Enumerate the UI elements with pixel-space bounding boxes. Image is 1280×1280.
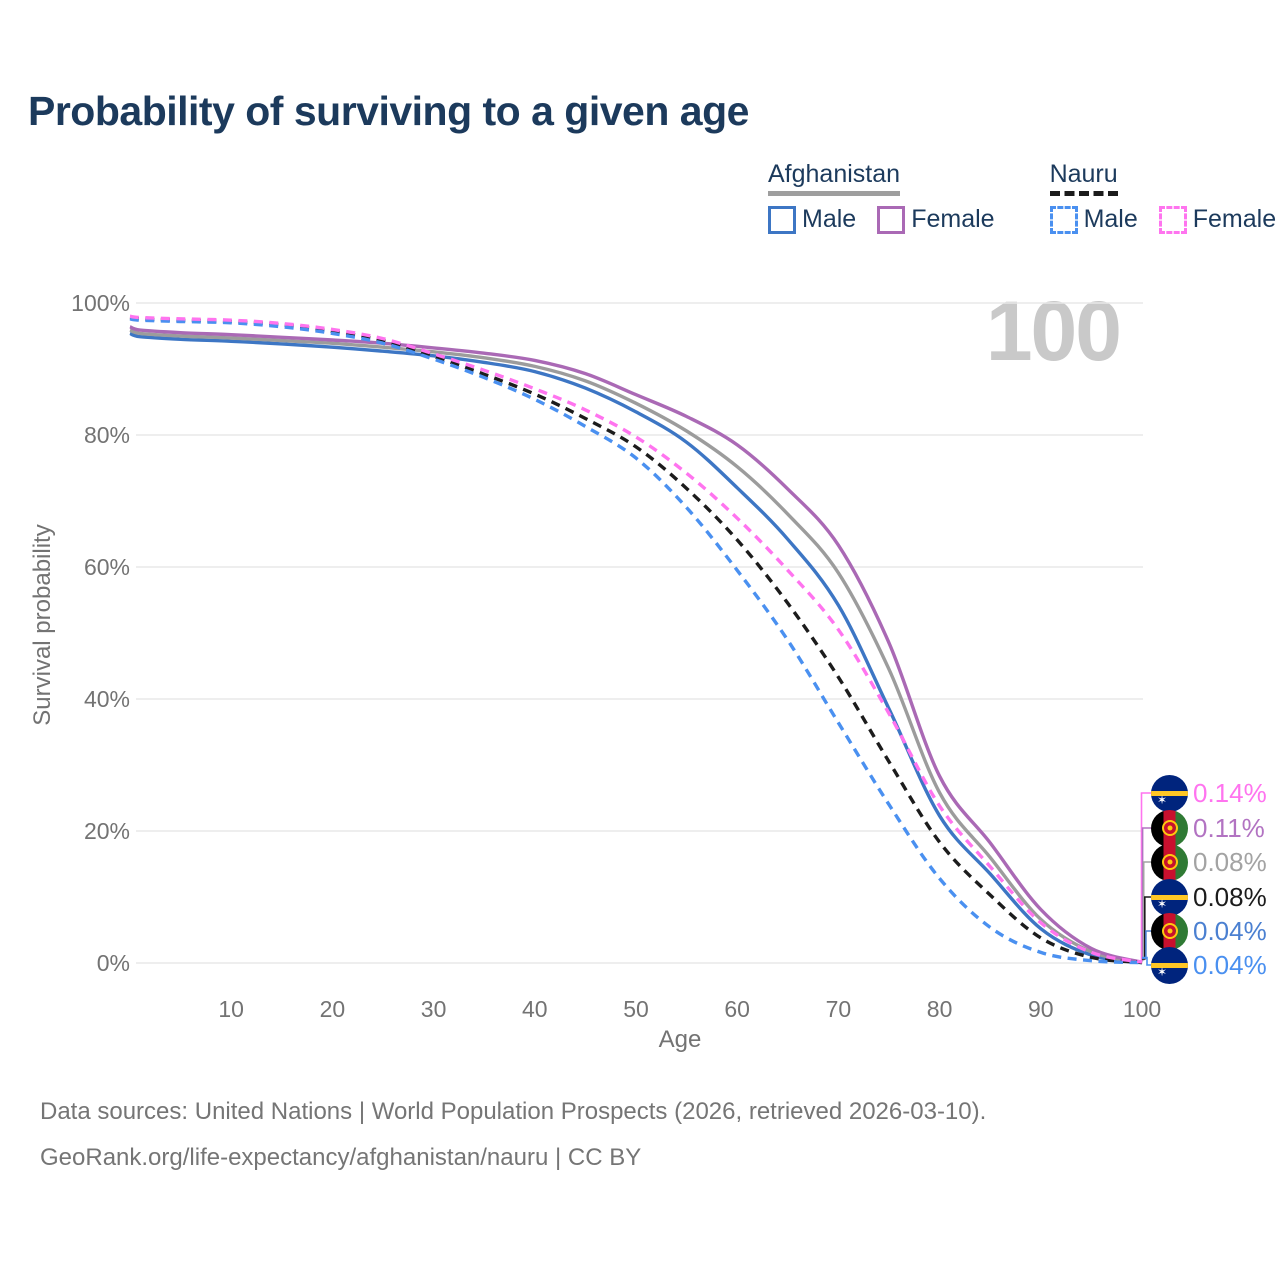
afghanistan-flag-icon xyxy=(1151,843,1188,881)
end-label-nauru-both-sexes: ✶ 0.08% xyxy=(1151,878,1267,916)
end-label-afghanistan-male: 0.04% xyxy=(1151,912,1267,950)
end-value: 0.08% xyxy=(1193,881,1267,912)
end-label-connector xyxy=(1140,792,1151,962)
legend-swatch-icon xyxy=(768,205,796,234)
y-tick-label-0%: 0% xyxy=(96,950,130,976)
line-afghanistan-male[interactable] xyxy=(129,331,1143,965)
y-tick-label-100%: 100% xyxy=(71,290,130,316)
legend-swatch-icon xyxy=(877,205,906,234)
legend-label: Female xyxy=(1192,205,1277,233)
end-label-afghanistan-female: 0.11% xyxy=(1151,809,1265,847)
legend-group-nauru: Nauru Male Female xyxy=(1049,160,1280,234)
line-nauru-male[interactable] xyxy=(129,317,1143,965)
footer: Data sources: United Nations | World Pop… xyxy=(40,1098,986,1190)
legend-item-nauru-male[interactable]: Male xyxy=(1049,205,1138,234)
end-value: 0.08% xyxy=(1193,846,1267,877)
nauru-flag-icon: ✶ xyxy=(1151,946,1188,984)
end-value: 0.14% xyxy=(1193,777,1267,808)
afghanistan-flag-icon xyxy=(1151,912,1188,950)
y-tick-label-80%: 80% xyxy=(83,422,130,448)
end-label-nauru-female: ✶ 0.14% xyxy=(1151,774,1267,812)
chart-title: Probability of surviving to a given age xyxy=(28,88,749,134)
nauru-flag-icon: ✶ xyxy=(1151,774,1188,812)
legend-label: Female xyxy=(911,205,995,233)
end-label-afghanistan-both-sexes: 0.08% xyxy=(1151,843,1267,881)
end-label-connector xyxy=(1142,956,1151,966)
x-tick-label-40: 40 xyxy=(522,996,548,1022)
nauru-flag-icon: ✶ xyxy=(1151,878,1188,916)
x-tick-label-50: 50 xyxy=(623,996,649,1022)
legend-country-nauru: Nauru xyxy=(1049,160,1118,196)
x-tick-label-10: 10 xyxy=(218,996,244,1022)
x-tick-label-90: 90 xyxy=(1028,996,1054,1022)
legend-label: Male xyxy=(802,205,857,233)
line-afghanistan-both-sexes[interactable] xyxy=(129,328,1143,965)
end-value: 0.11% xyxy=(1193,812,1265,843)
y-tick-label-60%: 60% xyxy=(83,554,130,580)
legend-swatch-icon xyxy=(1049,205,1078,234)
x-tick-label-20: 20 xyxy=(319,996,346,1022)
legend-item-afghanistan-female[interactable]: Female xyxy=(877,205,995,234)
x-tick-label-60: 60 xyxy=(724,996,750,1022)
x-axis-title: Age xyxy=(658,1026,702,1053)
legend-group-afghanistan: Afghanistan Male Female xyxy=(768,160,1016,234)
line-nauru-both-sexes[interactable] xyxy=(129,315,1143,965)
y-axis-title: Survival probability xyxy=(29,524,56,726)
x-tick-label-80: 80 xyxy=(926,996,953,1022)
legend-country-afghanistan: Afghanistan xyxy=(768,160,901,196)
legend-label: Male xyxy=(1083,205,1138,233)
legend: Afghanistan Male Female Nauru Male Female xyxy=(768,160,1280,234)
afghanistan-flag-icon xyxy=(1151,809,1188,847)
legend-item-nauru-female[interactable]: Female xyxy=(1158,205,1277,234)
end-label-nauru-male: ✶ 0.04% xyxy=(1151,946,1267,984)
x-tick-label-30: 30 xyxy=(420,996,447,1022)
end-value: 0.04% xyxy=(1193,915,1267,946)
legend-item-afghanistan-male[interactable]: Male xyxy=(768,205,856,234)
attribution-text: GeoRank.org/life-expectancy/afghanistan/… xyxy=(40,1144,642,1171)
data-sources-text: Data sources: United Nations | World Pop… xyxy=(40,1098,987,1125)
x-tick-label-70: 70 xyxy=(825,996,852,1022)
end-value: 0.04% xyxy=(1193,949,1267,980)
y-tick-label-40%: 40% xyxy=(83,686,130,712)
x-tick-label-100: 100 xyxy=(1122,996,1162,1022)
y-tick-label-20%: 20% xyxy=(83,818,130,844)
line-afghanistan-female[interactable] xyxy=(129,325,1143,964)
legend-swatch-icon xyxy=(1158,205,1187,234)
